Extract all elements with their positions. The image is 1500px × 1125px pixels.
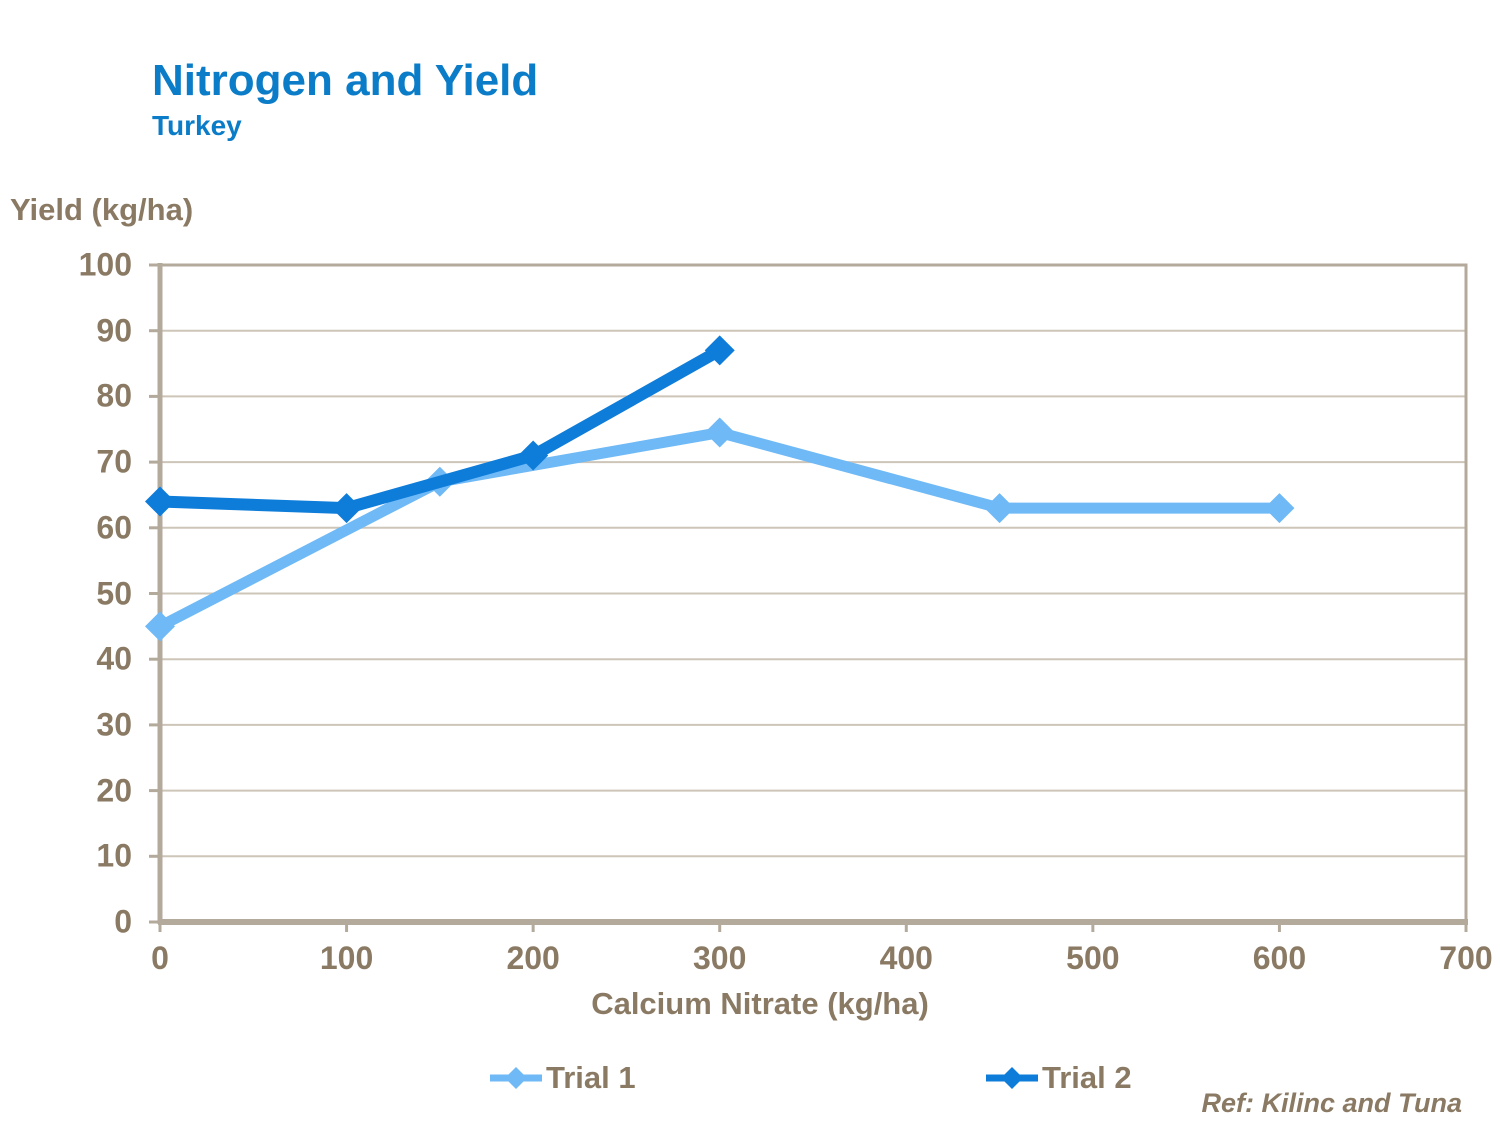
data-point-trial-2-x0 [145, 486, 175, 517]
data-point-trial-1-x600 [1264, 493, 1295, 524]
x-tick-label-700: 700 [1439, 940, 1493, 976]
x-tick-label-400: 400 [879, 940, 933, 976]
y-tick-label-10: 10 [96, 837, 132, 874]
reference-note: Ref: Kilinc and Tuna [1201, 1088, 1462, 1118]
y-tick-label-20: 20 [96, 772, 132, 809]
y-tick-label-80: 80 [96, 377, 132, 414]
y-tick-label-100: 100 [78, 246, 132, 283]
y-axis-title: Yield (kg/ha) [10, 192, 194, 227]
y-tick-label-90: 90 [96, 312, 132, 349]
legend-label-trial-1: Trial 1 [546, 1060, 636, 1095]
x-tick-label-500: 500 [1066, 940, 1120, 976]
x-tick-label-300: 300 [693, 940, 747, 976]
data-point-trial-1-x450 [984, 493, 1015, 524]
x-tick-label-0: 0 [151, 940, 169, 976]
legend-diamond [505, 1067, 527, 1089]
trial-2-marker-icon [986, 1067, 1038, 1089]
chart-subtitle: Turkey [152, 110, 242, 141]
x-tick-label-200: 200 [506, 940, 560, 976]
chart-legend: Trial 1 Trial 2 [0, 1056, 1500, 1100]
legend-item-trial-2: Trial 2 [984, 1056, 1132, 1100]
legend-label-trial-2: Trial 2 [1042, 1060, 1132, 1095]
trial-1-marker-icon [490, 1067, 542, 1089]
y-tick-label-60: 60 [96, 509, 132, 546]
legend-item-trial-1: Trial 1 [488, 1056, 636, 1100]
series-line-trial-2 [154, 344, 726, 515]
y-tick-label-30: 30 [96, 706, 132, 743]
x-axis-title: Calcium Nitrate (kg/ha) [591, 986, 929, 1021]
y-tick-label-40: 40 [96, 640, 132, 677]
data-point-trial-2-x200 [518, 440, 549, 471]
data-point-trial-2-x100 [331, 493, 362, 524]
y-tick-label-70: 70 [96, 443, 132, 480]
data-point-trial-1-x300 [704, 417, 735, 448]
x-tick-label-600: 600 [1252, 940, 1307, 976]
y-tick-label-0: 0 [114, 903, 132, 940]
legend-diamond [1001, 1067, 1023, 1089]
data-point-trial-2-x300 [704, 335, 735, 366]
y-tick-label-50: 50 [96, 575, 132, 611]
data-point-trial-1-x0 [145, 611, 175, 642]
chart-title: Nitrogen and Yield [152, 56, 539, 105]
x-tick-label-100: 100 [319, 940, 374, 976]
